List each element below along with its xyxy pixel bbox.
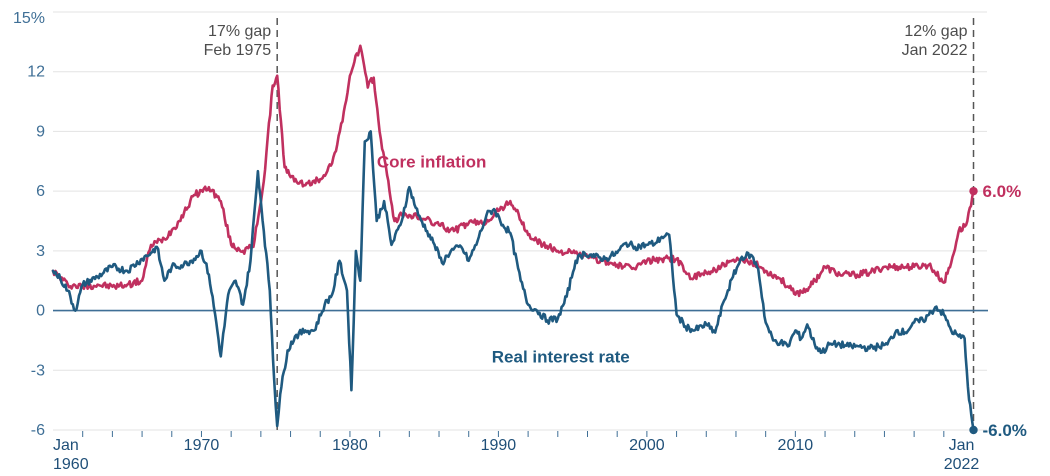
y-tick-label: 3	[36, 243, 45, 260]
gap-annotation-line2: Jan 2022	[902, 42, 968, 59]
x-tick-label: 2022	[944, 456, 980, 473]
series-layer	[51, 44, 978, 435]
real-interest-rate-end-label: -6.0%	[983, 421, 1027, 440]
y-tick-label: 9	[36, 123, 45, 140]
y-tick-label: 6	[36, 183, 45, 200]
gridlines	[53, 11, 987, 431]
x-tick-label: 2010	[778, 437, 814, 454]
core-inflation-end-label: 6.0%	[983, 182, 1022, 201]
x-axis: Jan 1960 1970 1980 1990 2000 2010 Jan 2022	[53, 431, 979, 473]
y-tick-label: 0	[36, 303, 45, 320]
real-interest-rate-end-point	[969, 425, 978, 435]
x-tick-label: 1970	[184, 437, 220, 454]
series-labels: Core inflation 6.0% Real interest rate -6.0…	[377, 152, 1027, 440]
x-tick-label: 1960	[53, 456, 89, 473]
core-inflation-end-point	[969, 186, 978, 196]
gap-annotation-line1: 12% gap	[904, 23, 967, 40]
x-tick-label: Jan	[949, 437, 975, 454]
core-inflation-label: Core inflation	[377, 152, 487, 171]
y-tick-label: -3	[31, 362, 45, 379]
x-tick-label: Jan	[53, 437, 79, 454]
core-inflation-line	[51, 44, 975, 298]
x-tick-label: 2000	[629, 437, 665, 454]
gap-annotation-line2: Feb 1975	[204, 42, 272, 59]
gap-annotations: 17% gap Feb 1975 12% gap Jan 2022	[204, 18, 975, 430]
real-interest-rate-line	[51, 130, 975, 432]
y-tick-label: -6	[31, 422, 45, 439]
y-axis: 15% 12 9 6 3 0 -3 -6	[13, 10, 45, 439]
real-interest-rate-label: Real interest rate	[492, 347, 630, 366]
y-tick-label: 12	[27, 64, 45, 81]
x-tick-label: 1980	[332, 437, 368, 454]
x-tick-label: 1990	[481, 437, 517, 454]
gap-annotation-line1: 17% gap	[208, 23, 271, 40]
y-tick-label: 15%	[13, 10, 45, 27]
